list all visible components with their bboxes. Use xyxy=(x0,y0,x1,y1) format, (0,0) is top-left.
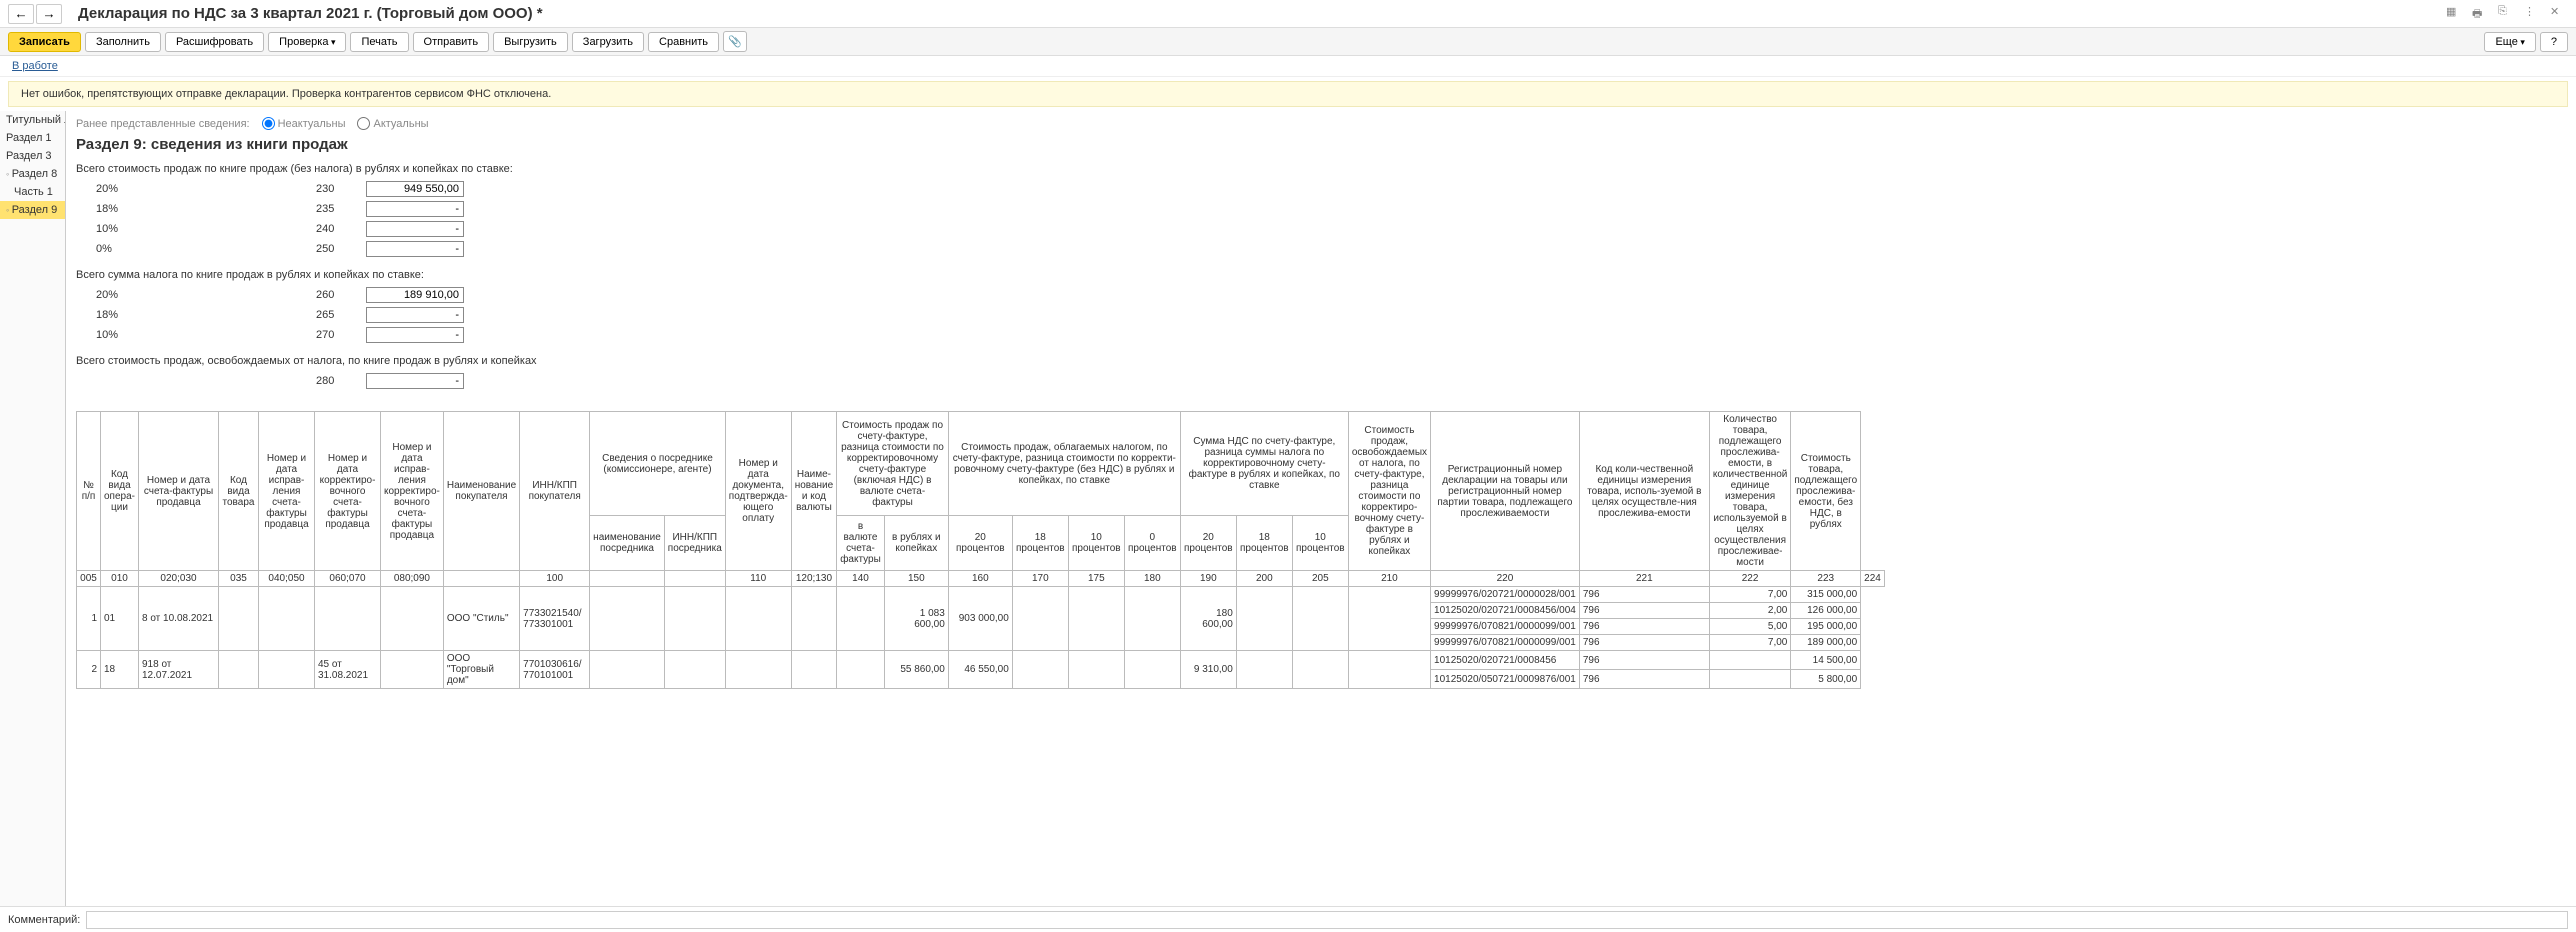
code-label: 230 xyxy=(316,183,366,195)
sidebar-item-5[interactable]: Раздел 9 xyxy=(0,201,65,219)
menu-icon[interactable]: ⋮ xyxy=(2524,5,2542,23)
print-icon[interactable]: 🖶 xyxy=(2472,5,2490,23)
code-label: 250 xyxy=(316,243,366,255)
value-input-280[interactable] xyxy=(366,373,464,389)
section-title: Раздел 9: сведения из книги продаж xyxy=(76,136,2566,153)
more-button[interactable]: Еще xyxy=(2484,32,2535,52)
code-label: 265 xyxy=(316,309,366,321)
code-label: 270 xyxy=(316,329,366,341)
rate-label: 20% xyxy=(76,183,316,195)
upload-button[interactable]: Выгрузить xyxy=(493,32,568,52)
notice-bar: Нет ошибок, препятствующих отправке декл… xyxy=(8,81,2568,107)
footer: Комментарий: xyxy=(0,906,2576,932)
check-button[interactable]: Проверка xyxy=(268,32,346,52)
value-input-265[interactable] xyxy=(366,307,464,323)
compare-button[interactable]: Сравнить xyxy=(648,32,719,52)
code-label: 280 xyxy=(316,375,366,387)
value-input-240[interactable] xyxy=(366,221,464,237)
titlebar: ← → Декларация по НДС за 3 квартал 2021 … xyxy=(0,0,2576,28)
send-button[interactable]: Отправить xyxy=(413,32,490,52)
comment-label: Комментарий: xyxy=(8,914,80,926)
sidebar: Титульный лРаздел 1Раздел 3Раздел 8Часть… xyxy=(0,111,66,913)
decrypt-button[interactable]: Расшифровать xyxy=(165,32,264,52)
radio-not-actual[interactable]: Неактуальны xyxy=(262,117,346,130)
rate-label: 10% xyxy=(76,329,316,341)
content-area: Ранее представленные сведения: Неактуаль… xyxy=(66,111,2576,913)
report-icon[interactable]: ▦ xyxy=(2446,5,2464,23)
block-label-1: Всего сумма налога по книге продаж в руб… xyxy=(76,269,2566,281)
sidebar-item-1[interactable]: Раздел 1 xyxy=(0,129,65,147)
value-input-230[interactable] xyxy=(366,181,464,197)
prev-data-label: Ранее представленные сведения: xyxy=(76,118,250,130)
nav-back-button[interactable]: ← xyxy=(8,4,34,24)
comment-input[interactable] xyxy=(86,911,2568,929)
sidebar-item-2[interactable]: Раздел 3 xyxy=(0,147,65,165)
code-label: 260 xyxy=(316,289,366,301)
table-row[interactable]: 218918 от 12.07.202145 от 31.08.2021ООО … xyxy=(77,651,1885,670)
value-input-235[interactable] xyxy=(366,201,464,217)
rate-label: 10% xyxy=(76,223,316,235)
rate-label: 0% xyxy=(76,243,316,255)
code-label: 235 xyxy=(316,203,366,215)
sidebar-item-4[interactable]: Часть 1 xyxy=(0,183,65,201)
scan-icon[interactable]: ⎘ xyxy=(2498,5,2516,23)
close-icon[interactable]: ✕ xyxy=(2550,5,2568,23)
block-label-2: Всего стоимость продаж, освобождаемых от… xyxy=(76,355,2566,367)
value-input-260[interactable] xyxy=(366,287,464,303)
help-button[interactable]: ? xyxy=(2540,32,2568,52)
write-button[interactable]: Записать xyxy=(8,32,81,52)
value-input-250[interactable] xyxy=(366,241,464,257)
code-label: 240 xyxy=(316,223,366,235)
rate-label: 20% xyxy=(76,289,316,301)
nav-forward-button[interactable]: → xyxy=(36,4,62,24)
value-input-270[interactable] xyxy=(366,327,464,343)
download-button[interactable]: Загрузить xyxy=(572,32,644,52)
in-work-link[interactable]: В работе xyxy=(12,60,58,72)
attach-button[interactable]: 📎 xyxy=(723,31,747,52)
rate-label: 18% xyxy=(76,309,316,321)
toolbar: Записать Заполнить Расшифровать Проверка… xyxy=(0,28,2576,56)
sales-book-table: № п/пКод вида опера-цииНомер и дата счет… xyxy=(76,411,1885,689)
print-button[interactable]: Печать xyxy=(350,32,408,52)
sidebar-item-3[interactable]: Раздел 8 xyxy=(0,165,65,183)
fill-button[interactable]: Заполнить xyxy=(85,32,161,52)
sidebar-item-0[interactable]: Титульный л xyxy=(0,111,65,129)
radio-actual[interactable]: Актуальны xyxy=(357,117,428,130)
page-title: Декларация по НДС за 3 квартал 2021 г. (… xyxy=(78,5,2446,22)
rate-label: 18% xyxy=(76,203,316,215)
table-row[interactable]: 1018 от 10.08.2021ООО "Стиль"7733021540/… xyxy=(77,587,1885,603)
block-label-0: Всего стоимость продаж по книге продаж (… xyxy=(76,163,2566,175)
content-topbar: Ранее представленные сведения: Неактуаль… xyxy=(76,117,2566,130)
status-link-row: В работе xyxy=(0,56,2576,77)
